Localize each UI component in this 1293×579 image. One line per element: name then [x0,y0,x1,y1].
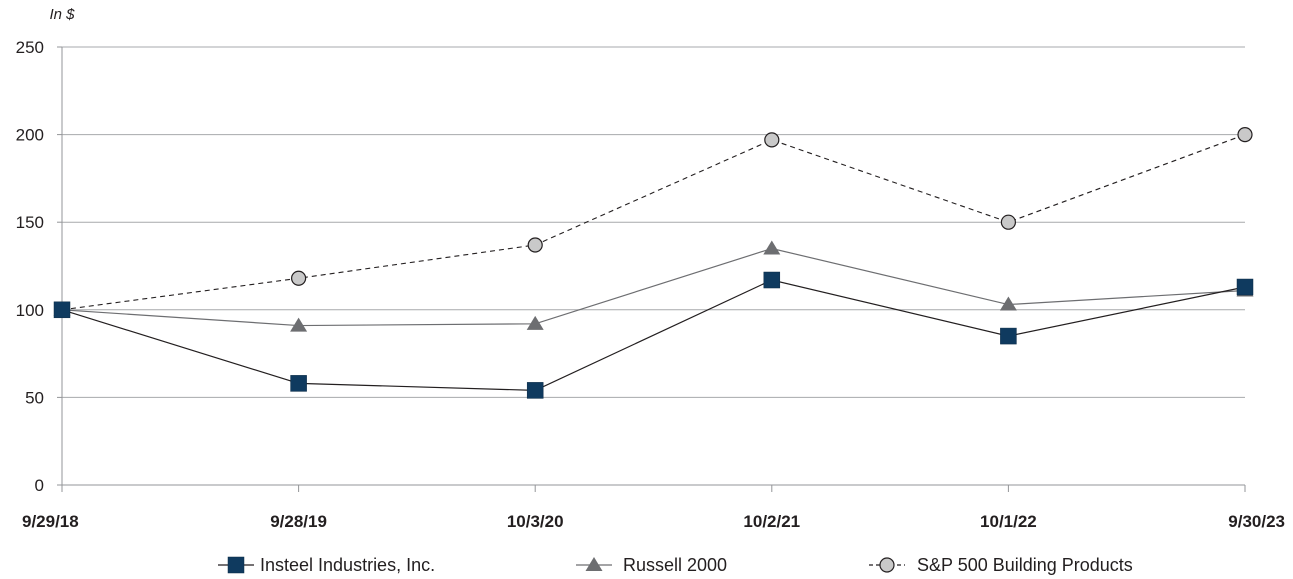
y-tick-label: 150 [16,213,44,232]
y-tick-label: 250 [16,38,44,57]
x-tick-label: 9/29/18 [22,512,79,531]
legend-label: S&P 500 Building Products [917,555,1133,575]
legend-label: Insteel Industries, Inc. [260,555,435,575]
data-point-square [763,271,781,289]
data-point-square [526,382,544,399]
series-line [61,134,1246,311]
y-tick-label: 0 [35,476,44,495]
legend-marker-square [227,556,245,574]
series-line [61,247,1246,327]
series-0 [53,271,1254,399]
data-point-circle [764,132,780,148]
series [53,127,1254,399]
legend-item: S&P 500 Building Products [869,555,1133,575]
series-1 [53,240,1254,332]
axis-labels: 0 50 100 150 200 250 9/29/18 9/28/19 10/3/20 10/2… [16,6,1285,531]
y-tick-label: 50 [25,388,44,407]
data-point-circle [1000,214,1017,230]
x-tick-label: 10/2/21 [743,512,800,531]
y-tick-label: 100 [16,301,44,320]
legend-marker-circle [879,557,895,573]
grid-lines [62,46,1245,398]
legend: Insteel Industries, Inc. Russell 2000 S&P … [218,555,1133,575]
x-tick-label: 10/1/22 [980,512,1037,531]
data-point-circle [527,237,543,253]
x-tick-label: 9/28/19 [270,512,327,531]
data-point-circle [291,270,307,286]
x-tick-label: 9/30/23 [1228,512,1285,531]
data-point-circle [1237,127,1253,143]
axes [57,46,1246,492]
series-line [61,279,1246,391]
data-point-square [1000,327,1017,345]
legend-item: Insteel Industries, Inc. [218,555,435,575]
data-point-triangle [526,315,544,330]
legend-marker-triangle [585,557,603,571]
data-point-triangle [763,240,781,255]
data-point-square [53,301,71,319]
x-tick-label: 10/3/20 [507,512,564,531]
data-point-triangle [999,296,1017,311]
data-point-triangle [290,317,308,332]
legend-label: Russell 2000 [623,555,727,575]
data-point-square [1236,278,1254,296]
legend-item: Russell 2000 [576,555,727,575]
y-tick-label: 200 [16,126,44,145]
data-point-square [290,375,307,392]
y-unit-label: In $ [49,6,75,23]
